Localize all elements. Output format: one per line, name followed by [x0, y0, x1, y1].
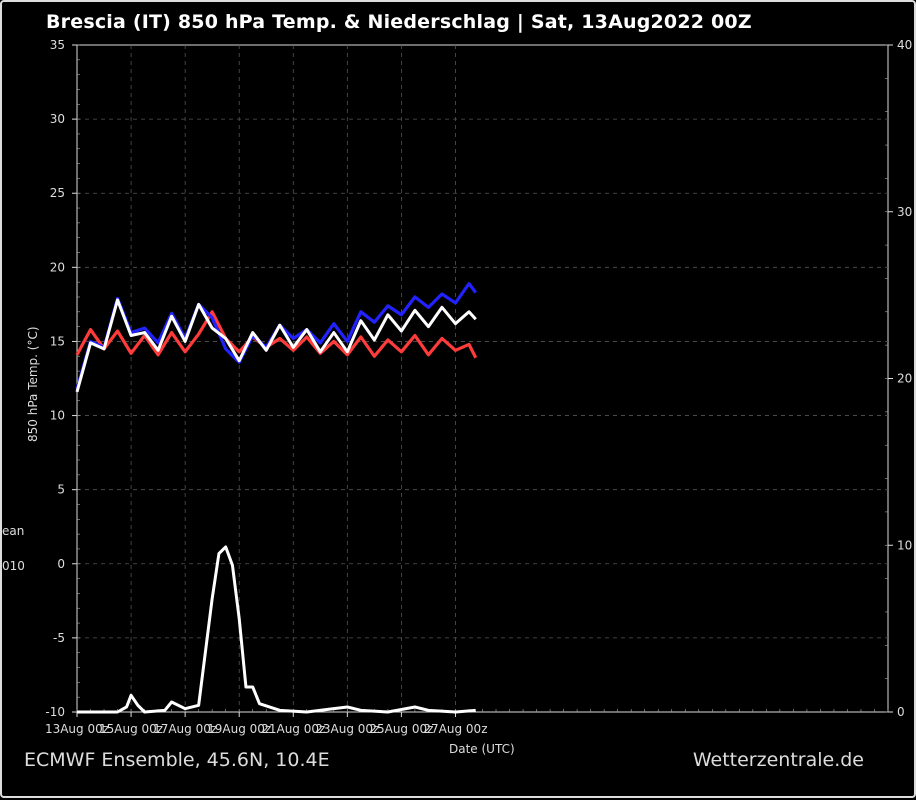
operational-temp-line: [75, 310, 478, 359]
y2-tick-label: 0: [897, 705, 905, 719]
source-credit: Wetterzentrale.de: [692, 749, 864, 771]
legend-fragment-1: ean: [2, 524, 25, 538]
x-tick-label: 23Aug 00z: [315, 722, 379, 736]
plot-border: [76, 44, 889, 713]
y-tick-label: 20: [50, 260, 65, 274]
y-tick-label: 25: [50, 186, 65, 200]
ensemble-mean-precip-line: [77, 545, 476, 714]
model-info: ECMWF Ensemble, 45.6N, 10.4E: [24, 749, 330, 771]
y2-tick-label: 20: [897, 372, 912, 386]
y-tick-label: 0: [57, 557, 65, 571]
x-axis-label: Date (UTC): [449, 742, 515, 756]
y2-tick-label: 40: [897, 38, 912, 52]
x-tick-label: 13Aug 00z: [45, 722, 109, 736]
x-tick-label: 25Aug 00z: [369, 722, 433, 736]
chart-title: Brescia (IT) 850 hPa Temp. & Niederschla…: [46, 11, 752, 33]
x-tick-label: 15Aug 00z: [99, 722, 163, 736]
y-tick-label: 10: [50, 409, 65, 423]
legend-fragment-2: 010: [2, 559, 25, 573]
y-tick-label: 30: [50, 112, 65, 126]
ensemble-mean-temp-line: [75, 298, 477, 393]
y-axis-label: 850 hPa Temp. (°C): [26, 326, 40, 442]
y-tick-label: 15: [50, 334, 65, 348]
y-tick-label: -10: [45, 705, 65, 719]
y-tick-label: 35: [50, 38, 65, 52]
x-tick-label: 21Aug 00z: [261, 722, 325, 736]
x-tick-label: 17Aug 00z: [153, 722, 217, 736]
y2-tick-label: 30: [897, 205, 912, 219]
x-tick-label: 27Aug 00z: [423, 722, 487, 736]
x-tick-label: 19Aug 00z: [207, 722, 271, 736]
y-tick-label: -5: [53, 631, 65, 645]
y2-tick-label: 10: [897, 538, 912, 552]
y-tick-label: 5: [57, 483, 65, 497]
